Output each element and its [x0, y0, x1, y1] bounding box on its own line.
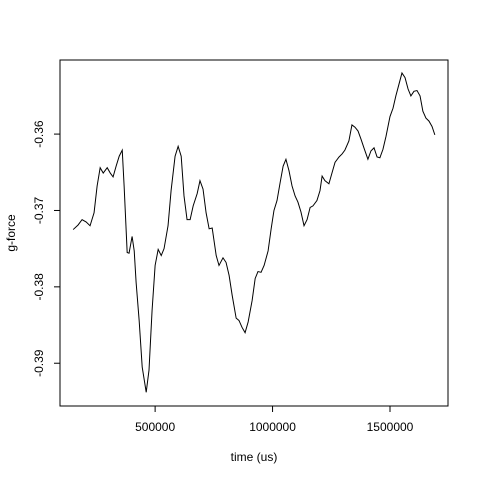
plot-frame — [59, 59, 449, 407]
y-tick-label: -0.39 — [32, 349, 46, 377]
y-tick-label: -0.37 — [32, 196, 46, 224]
y-tick-label: -0.38 — [32, 273, 46, 301]
x-tick-label: 500000 — [135, 420, 175, 434]
x-tick-label: 1000000 — [249, 420, 296, 434]
y-axis-label: g-force — [4, 214, 18, 252]
x-axis-label: time (us) — [231, 450, 278, 464]
y-tick-label: -0.36 — [32, 120, 46, 148]
data-line — [72, 71, 436, 393]
x-tick-label: 1500000 — [367, 420, 414, 434]
